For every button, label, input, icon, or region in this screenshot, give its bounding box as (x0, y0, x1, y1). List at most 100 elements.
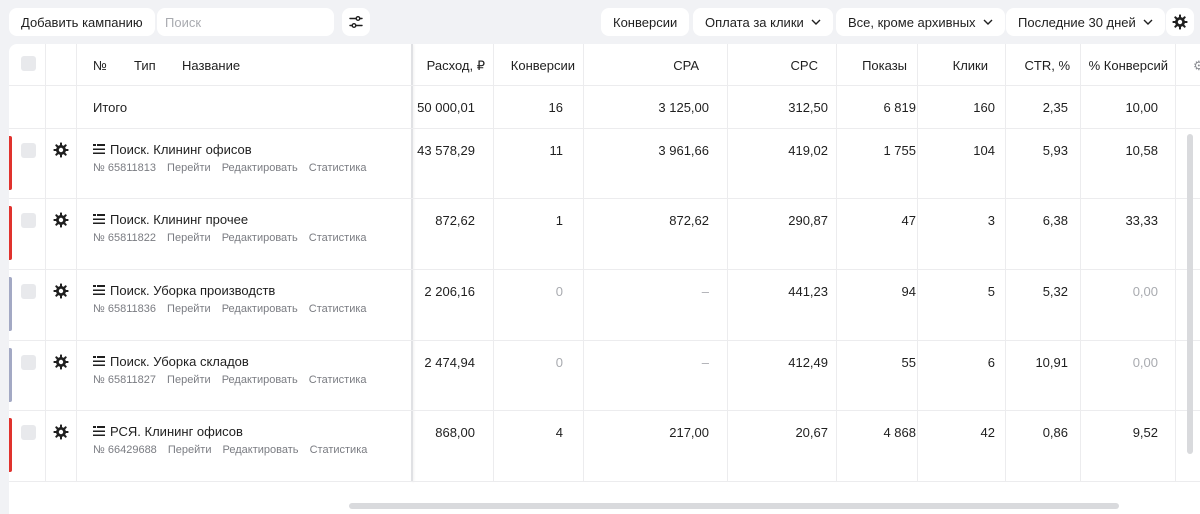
campaign-type-icon (93, 144, 105, 154)
col-type[interactable]: Тип (134, 58, 156, 73)
clicks-cell: 6 (987, 355, 995, 370)
go-link[interactable]: Перейти (167, 444, 212, 456)
conversion-rate-cell: 33,33 (1125, 213, 1158, 228)
campaign-name[interactable]: Поиск. Уборка производств (93, 283, 275, 298)
go-link[interactable]: Перейти (167, 232, 211, 244)
campaigns-table: № Тип Название Расход, ₽ Конверсии CPA C… (9, 44, 1200, 514)
gear-icon[interactable] (53, 354, 69, 370)
spend-cell: 868,00 (435, 425, 475, 440)
chevron-down-icon (1143, 19, 1153, 25)
go-link[interactable]: Перейти (167, 374, 211, 386)
conversions-label: Конверсии (613, 14, 678, 30)
spend-cell: 2 474,94 (424, 355, 475, 370)
total-label: Итого (93, 100, 128, 115)
status-marker (9, 277, 12, 331)
total-cpa: 3 125,00 (658, 100, 709, 115)
campaign-name-text: Поиск. Клининг офисов (110, 142, 252, 157)
search-input[interactable] (157, 8, 334, 36)
row-checkbox[interactable] (21, 425, 36, 440)
stats-link[interactable]: Статистика (308, 232, 367, 244)
campaign-name[interactable]: Поиск. Клининг офисов (93, 142, 252, 157)
campaign-type-icon (93, 214, 105, 224)
payment-dropdown[interactable]: Оплата за клики (693, 8, 833, 36)
col-conversions[interactable]: Конверсии (510, 58, 575, 73)
ctr-cell: 10,91 (1035, 355, 1068, 370)
campaign-type-icon (93, 356, 105, 366)
campaign-id: № 65811827 (93, 374, 156, 386)
go-link[interactable]: Перейти (167, 303, 211, 315)
campaign-name-text: РСЯ. Клининг офисов (110, 424, 243, 439)
col-clicks[interactable]: Клики (952, 58, 988, 73)
payment-label: Оплата за клики (705, 14, 804, 30)
ctr-cell: 6,38 (1042, 213, 1068, 228)
row-checkbox[interactable] (21, 213, 36, 228)
total-cpc: 312,50 (788, 100, 828, 115)
clicks-cell: 42 (980, 425, 995, 440)
cpa-cell: – (701, 355, 709, 370)
horizontal-scrollbar[interactable] (349, 503, 1119, 509)
status-marker (9, 136, 12, 190)
conversions-cell: 0 (555, 355, 563, 370)
conversion-rate-cell: 0,00 (1132, 355, 1158, 370)
campaign-name[interactable]: РСЯ. Клининг офисов (93, 424, 243, 439)
campaign-links: № 66429688 Перейти Редактировать Статист… (93, 444, 375, 456)
total-clicks: 160 (973, 100, 995, 115)
col-cpa[interactable]: CPA (673, 58, 699, 73)
select-all-checkbox[interactable] (21, 56, 36, 71)
clicks-cell: 3 (987, 213, 995, 228)
campaign-name[interactable]: Поиск. Уборка складов (93, 354, 249, 369)
cpa-cell: 3 961,66 (658, 143, 709, 158)
gear-icon[interactable] (53, 424, 69, 440)
settings-button[interactable] (1166, 8, 1194, 36)
col-conversion-rate[interactable]: % Конверсий (1088, 58, 1168, 73)
status-filter-dropdown[interactable]: Все, кроме архивных (836, 8, 1005, 36)
campaign-name-text: Поиск. Уборка складов (110, 354, 249, 369)
col-impressions[interactable]: Показы (862, 58, 907, 73)
conversions-cell: 1 (555, 213, 563, 228)
col-cpc[interactable]: CPC (790, 58, 818, 73)
campaign-id: № 65811836 (93, 303, 156, 315)
status-marker (9, 206, 12, 260)
period-label: Последние 30 дней (1018, 14, 1136, 30)
cpa-cell: 872,62 (669, 213, 709, 228)
edit-link[interactable]: Редактировать (222, 444, 299, 456)
cpc-cell: 20,67 (795, 425, 828, 440)
row-checkbox[interactable] (21, 284, 36, 299)
edit-link[interactable]: Редактировать (221, 303, 298, 315)
campaign-id: № 66429688 (93, 444, 157, 456)
conversions-button[interactable]: Конверсии (601, 8, 690, 36)
col-spend[interactable]: Расход, ₽ (426, 58, 485, 73)
col-name[interactable]: Название (182, 58, 241, 73)
col-number[interactable]: № (93, 58, 107, 73)
gear-icon[interactable] (53, 283, 69, 299)
period-dropdown[interactable]: Последние 30 дней (1006, 8, 1165, 36)
filter-settings-button[interactable] (342, 8, 370, 36)
cpc-cell: 419,02 (788, 143, 828, 158)
campaign-name[interactable]: Поиск. Клининг прочее (93, 212, 248, 227)
edit-link[interactable]: Редактировать (221, 232, 298, 244)
ctr-cell: 5,93 (1042, 143, 1068, 158)
edit-link[interactable]: Редактировать (221, 374, 298, 386)
stats-link[interactable]: Статистика (308, 303, 367, 315)
impressions-cell: 1 755 (883, 143, 916, 158)
edit-link[interactable]: Редактировать (221, 162, 298, 174)
go-link[interactable]: Перейти (167, 162, 211, 174)
stats-link[interactable]: Статистика (308, 374, 367, 386)
stats-link[interactable]: Статистика (309, 444, 368, 456)
col-ctr[interactable]: CTR, % (1024, 58, 1071, 73)
row-checkbox[interactable] (21, 143, 36, 158)
stats-link[interactable]: Статистика (308, 162, 367, 174)
vertical-scrollbar[interactable] (1187, 134, 1193, 454)
row-checkbox[interactable] (21, 355, 36, 370)
cpc-cell: 441,23 (788, 284, 828, 299)
gear-icon[interactable] (53, 212, 69, 228)
add-campaign-button[interactable]: Добавить кампанию (9, 8, 155, 36)
campaign-links: № 65811813 Перейти Редактировать Статист… (93, 162, 375, 174)
conversions-cell: 11 (549, 143, 564, 158)
cpa-cell: 217,00 (669, 425, 709, 440)
gear-icon[interactable] (53, 142, 69, 158)
impressions-cell: 4 868 (883, 425, 916, 440)
total-conversion-rate: 10,00 (1125, 100, 1158, 115)
spend-cell: 872,62 (435, 213, 475, 228)
impressions-cell: 47 (901, 213, 916, 228)
